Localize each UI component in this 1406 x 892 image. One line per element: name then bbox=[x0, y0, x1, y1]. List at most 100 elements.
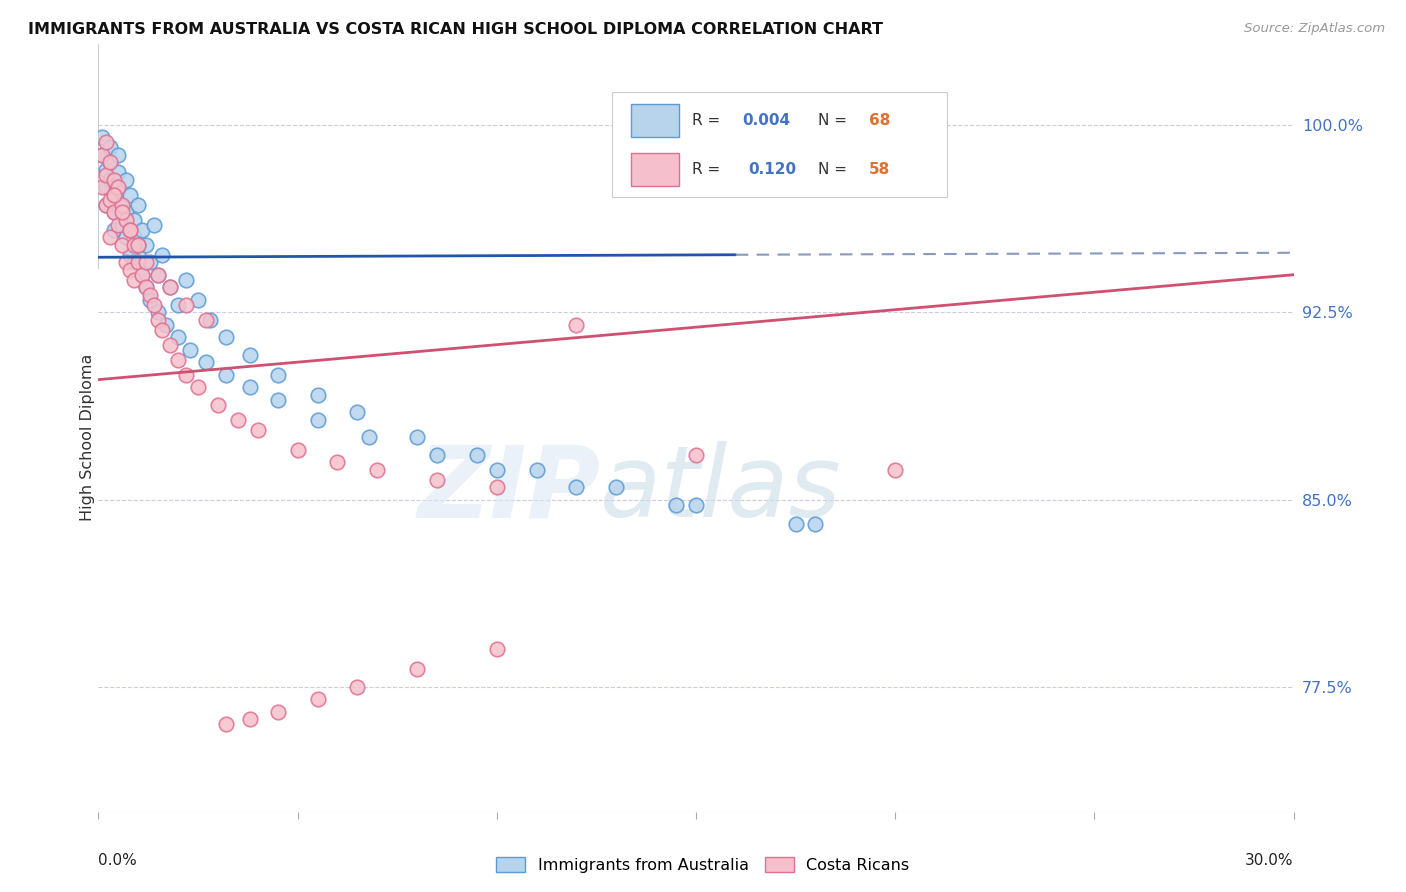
Point bbox=[307, 387, 329, 401]
Point bbox=[215, 368, 238, 382]
Text: R =: R = bbox=[692, 161, 730, 177]
Point bbox=[148, 312, 170, 326]
Point bbox=[346, 680, 368, 694]
Point bbox=[135, 280, 157, 294]
Point bbox=[139, 255, 162, 269]
Point bbox=[143, 298, 166, 312]
Point bbox=[120, 262, 142, 277]
Point bbox=[96, 136, 118, 150]
Point bbox=[127, 248, 149, 262]
Point bbox=[107, 180, 129, 194]
Point bbox=[307, 692, 329, 706]
Point bbox=[96, 180, 118, 194]
Point bbox=[195, 312, 218, 326]
Point bbox=[111, 237, 134, 252]
Point bbox=[98, 193, 122, 207]
Point bbox=[187, 293, 209, 307]
Point bbox=[135, 237, 157, 252]
Point bbox=[120, 187, 142, 202]
Point bbox=[605, 480, 627, 494]
Point bbox=[150, 323, 173, 337]
Point bbox=[139, 293, 162, 307]
Point bbox=[131, 223, 153, 237]
Point bbox=[103, 223, 125, 237]
Point bbox=[91, 180, 114, 194]
Legend: Immigrants from Australia, Costa Ricans: Immigrants from Australia, Costa Ricans bbox=[491, 851, 915, 880]
Point bbox=[96, 168, 118, 182]
Point bbox=[98, 140, 122, 154]
Point bbox=[143, 218, 166, 232]
Point bbox=[246, 423, 269, 437]
Point bbox=[565, 480, 588, 494]
Point bbox=[115, 230, 138, 244]
Point bbox=[174, 298, 197, 312]
Point bbox=[785, 517, 807, 532]
Point bbox=[115, 205, 138, 219]
Point bbox=[179, 343, 201, 357]
Point bbox=[96, 162, 118, 177]
Point bbox=[96, 198, 118, 212]
Point bbox=[103, 205, 125, 219]
Text: Source: ZipAtlas.com: Source: ZipAtlas.com bbox=[1244, 22, 1385, 36]
Point bbox=[485, 480, 508, 494]
Point bbox=[148, 268, 170, 282]
Point bbox=[103, 187, 125, 202]
Point bbox=[239, 380, 262, 394]
Point bbox=[111, 218, 134, 232]
Text: 0.120: 0.120 bbox=[748, 161, 797, 177]
Point bbox=[98, 173, 122, 187]
Point bbox=[267, 705, 290, 719]
Point bbox=[406, 430, 429, 444]
Point bbox=[307, 412, 329, 426]
Point bbox=[167, 298, 190, 312]
Text: 58: 58 bbox=[869, 161, 890, 177]
Point bbox=[120, 223, 142, 237]
Point bbox=[107, 165, 129, 179]
Point bbox=[198, 312, 221, 326]
Text: 30.0%: 30.0% bbox=[1246, 853, 1294, 868]
Point bbox=[159, 280, 181, 294]
Point bbox=[565, 318, 588, 332]
Point bbox=[115, 212, 138, 227]
Point bbox=[267, 392, 290, 407]
Point bbox=[685, 448, 707, 462]
Point bbox=[148, 305, 170, 319]
Point bbox=[107, 183, 129, 197]
Text: atlas: atlas bbox=[600, 441, 842, 538]
Point bbox=[159, 337, 181, 351]
Point bbox=[804, 517, 827, 532]
Text: 68: 68 bbox=[869, 113, 890, 128]
Point bbox=[226, 412, 249, 426]
FancyBboxPatch shape bbox=[613, 93, 948, 197]
Text: IMMIGRANTS FROM AUSTRALIA VS COSTA RICAN HIGH SCHOOL DIPLOMA CORRELATION CHART: IMMIGRANTS FROM AUSTRALIA VS COSTA RICAN… bbox=[28, 22, 883, 37]
Point bbox=[131, 268, 153, 282]
Point bbox=[124, 212, 146, 227]
Text: R =: R = bbox=[692, 113, 725, 128]
Point bbox=[131, 268, 153, 282]
Point bbox=[103, 205, 125, 219]
Point bbox=[107, 148, 129, 162]
Point bbox=[120, 223, 142, 237]
Point bbox=[120, 223, 142, 237]
Point bbox=[884, 462, 907, 476]
Point bbox=[124, 237, 146, 252]
Point bbox=[485, 642, 508, 657]
Point bbox=[124, 230, 146, 244]
Point bbox=[111, 205, 134, 219]
Point bbox=[115, 255, 138, 269]
Point bbox=[239, 348, 262, 362]
Point bbox=[426, 448, 449, 462]
Point bbox=[127, 198, 149, 212]
Point bbox=[150, 248, 173, 262]
Point bbox=[215, 717, 238, 731]
Point bbox=[124, 273, 146, 287]
Point bbox=[287, 442, 309, 457]
Text: 0.0%: 0.0% bbox=[98, 853, 138, 868]
Point bbox=[195, 355, 218, 369]
Point bbox=[148, 268, 170, 282]
Point bbox=[103, 173, 125, 187]
Point bbox=[155, 318, 177, 332]
Point bbox=[465, 448, 488, 462]
Point bbox=[91, 148, 114, 162]
Point bbox=[127, 237, 149, 252]
